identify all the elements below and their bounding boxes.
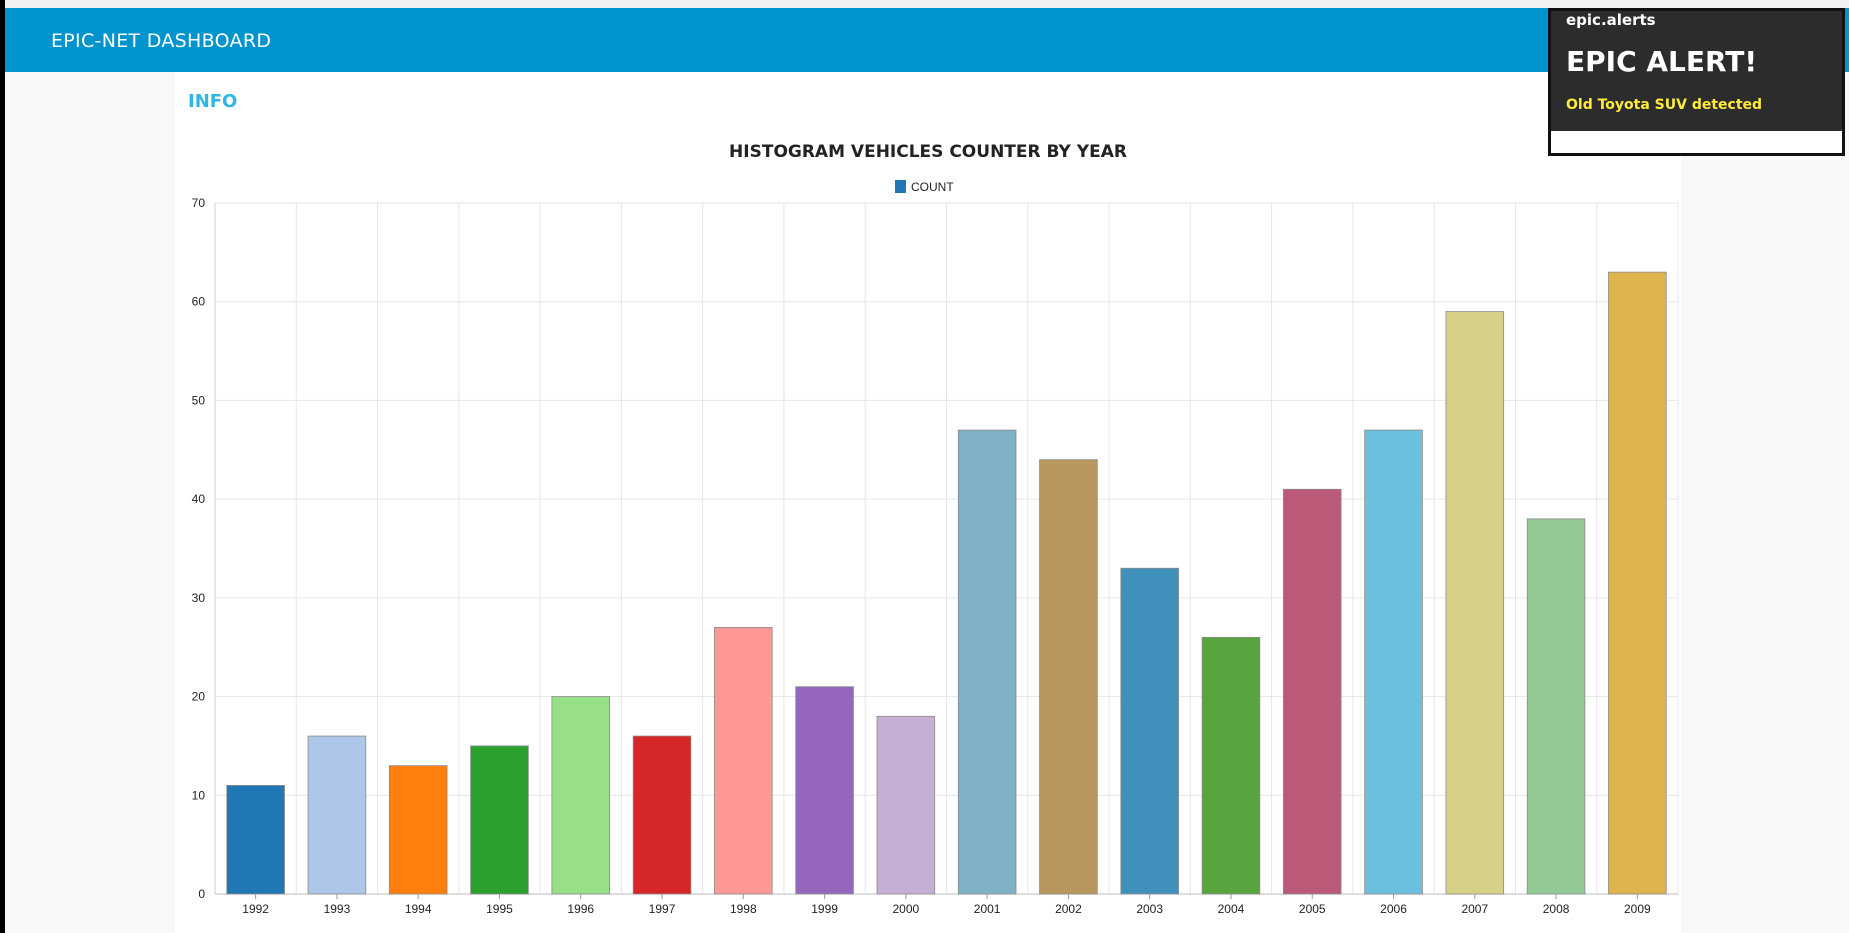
- dashboard-title: EPIC-NET DASHBOARD: [51, 30, 272, 52]
- bar-2004: [1201, 636, 1261, 895]
- bar-2009: [1608, 271, 1667, 895]
- chart-title: HISTOGRAM VEHICLES COUNTER BY YEAR: [729, 142, 1127, 162]
- bar-2000: [876, 715, 936, 895]
- x-tick-label: 2008: [1543, 902, 1570, 916]
- x-tick-label: 1999: [811, 902, 838, 916]
- y-tick-label: 60: [192, 295, 206, 309]
- y-tick-label: 20: [192, 690, 206, 704]
- bar-1996: [551, 696, 611, 895]
- x-tick-label: 2001: [974, 902, 1001, 916]
- dashboard-header: EPIC-NET DASHBOARD: [5, 8, 1849, 72]
- x-tick-label: 1992: [242, 902, 269, 916]
- bar-2007: [1445, 311, 1505, 895]
- x-tick-label: 2007: [1461, 902, 1488, 916]
- x-tick-label: 1997: [649, 902, 676, 916]
- x-tick-label: 2004: [1218, 902, 1245, 916]
- y-tick-label: 70: [192, 196, 206, 210]
- x-tick-label: 2005: [1299, 902, 1326, 916]
- bar-2001: [957, 429, 1017, 895]
- bar-2002: [1039, 459, 1098, 895]
- x-tick-label: 1994: [405, 902, 432, 916]
- y-tick-label: 50: [192, 393, 206, 407]
- bar-2008: [1526, 518, 1586, 895]
- window-left-border: [0, 0, 5, 933]
- bar-1993: [307, 735, 367, 895]
- bar-2006: [1364, 429, 1423, 895]
- legend-swatch: [895, 180, 906, 193]
- chart-legend[interactable]: COUNT: [895, 180, 954, 194]
- bar-1995: [470, 745, 529, 895]
- x-tick-label: 2002: [1055, 902, 1082, 916]
- bar-1999: [795, 686, 854, 895]
- x-tick-label: 2000: [893, 902, 920, 916]
- x-tick-label: 2006: [1380, 902, 1407, 916]
- bar-1997: [632, 735, 692, 895]
- y-tick-label: 10: [192, 788, 206, 802]
- x-tick-label: 2009: [1624, 902, 1651, 916]
- y-tick-label: 40: [192, 492, 206, 506]
- info-card: INFO HISTOGRAM VEHICLES COUNTER BY YEAR …: [175, 72, 1681, 933]
- x-tick-label: 1998: [730, 902, 757, 916]
- bar-1992: [226, 785, 285, 895]
- x-tick-label: 1995: [486, 902, 513, 916]
- alert-toast[interactable]: epic.alerts EPIC ALERT! Old Toyota SUV d…: [1548, 8, 1845, 156]
- bar-1998: [714, 627, 773, 895]
- y-tick-label: 0: [198, 887, 205, 901]
- bar-2003: [1120, 567, 1179, 895]
- x-tick-label: 1993: [324, 902, 351, 916]
- alert-topic: epic.alerts: [1566, 11, 1656, 29]
- bar-2005: [1282, 488, 1342, 895]
- x-tick-label: 1996: [567, 902, 594, 916]
- alert-heading: EPIC ALERT!: [1566, 45, 1758, 78]
- x-tick-label: 2003: [1136, 902, 1163, 916]
- histogram-chart: 0 10 20 30 40 50 60 70 1992 1993 1994 1995 1996 1997 1…: [192, 196, 1679, 916]
- legend-label: COUNT: [911, 180, 954, 194]
- bar-1994: [388, 765, 448, 895]
- alert-message: Old Toyota SUV detected: [1566, 97, 1763, 113]
- alert-toast-body: epic.alerts EPIC ALERT! Old Toyota SUV d…: [1551, 11, 1842, 131]
- card-title: INFO: [188, 91, 238, 112]
- y-tick-label: 30: [192, 591, 206, 605]
